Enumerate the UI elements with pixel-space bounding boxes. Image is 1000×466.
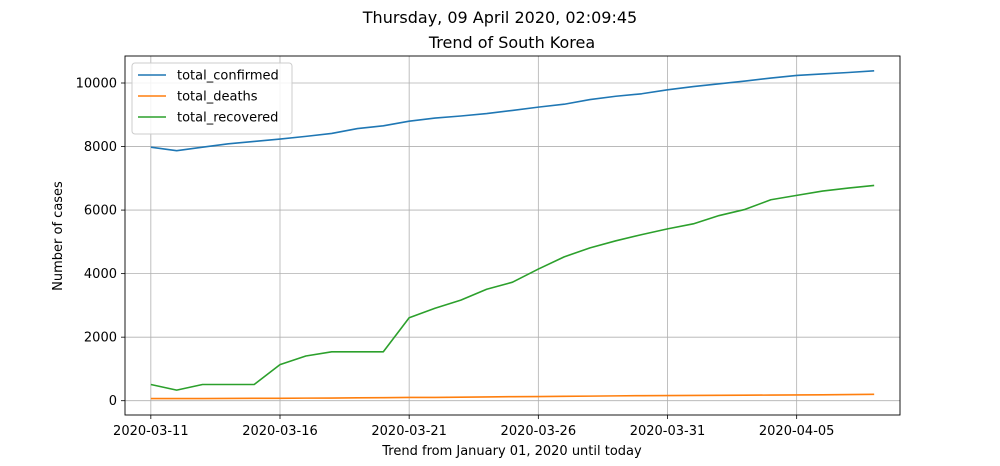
x-axis-label: Trend from January 01, 2020 until today	[381, 444, 642, 459]
series-line-total-confirmed	[150, 70, 875, 152]
plot-area-frame	[124, 55, 901, 416]
x-tick-label: 2020-03-26	[501, 424, 577, 439]
y-tick-label: 4000	[84, 267, 117, 282]
y-axis-ticks: 0 2000 4000 6000 8000 10000	[76, 77, 125, 409]
y-tick-label: 8000	[84, 140, 117, 155]
chart-suptitle: Thursday, 09 April 2020, 02:09:45	[362, 8, 637, 27]
x-axis-ticks: 2020-03-11 2020-03-16 2020-03-21 2020-03-26…	[113, 415, 834, 439]
chart-title: Trend of South Korea	[428, 33, 595, 52]
y-tick-label: 10000	[76, 77, 117, 92]
x-tick-label: 2020-03-16	[242, 424, 318, 439]
x-tick-label: 2020-03-21	[371, 424, 447, 439]
series-line-total-recovered	[150, 184, 875, 391]
series-line-total-deaths	[150, 393, 875, 400]
y-tick-label: 0	[109, 394, 117, 409]
legend-box	[131, 62, 293, 135]
series-lines	[150, 70, 875, 400]
x-tick-label: 2020-03-11	[113, 424, 189, 439]
y-tick-label: 6000	[84, 204, 117, 219]
x-tick-label: 2020-04-05	[759, 424, 835, 439]
legend-label: total_recovered	[177, 111, 278, 126]
y-tick-label: 2000	[84, 331, 117, 346]
legend: total_confirmed total_deaths total_recover…	[131, 62, 293, 135]
x-tick-label: 2020-03-31	[630, 424, 706, 439]
legend-label: total_confirmed	[177, 69, 279, 84]
y-axis-label: Number of cases	[51, 181, 66, 291]
legend-label: total_deaths	[177, 90, 258, 105]
